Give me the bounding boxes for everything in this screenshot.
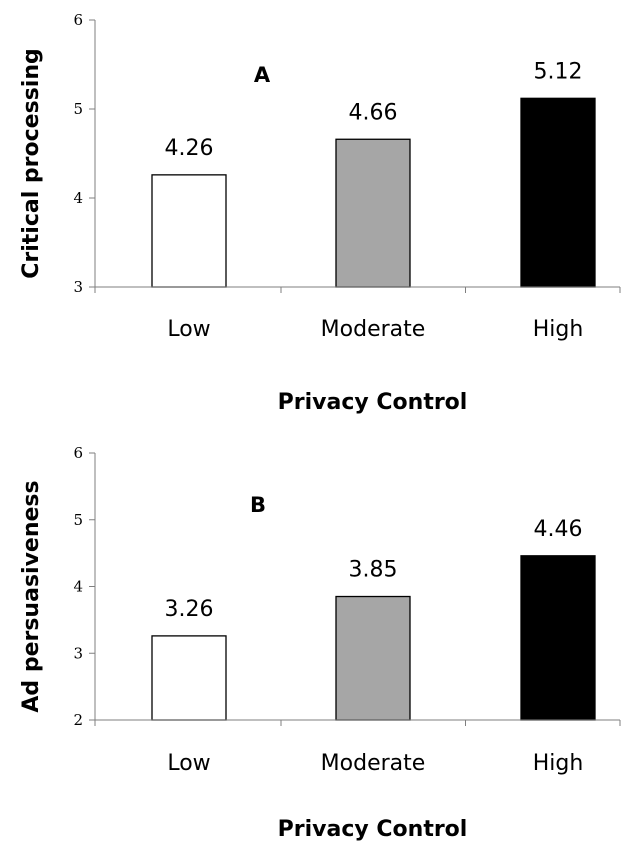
y-tick-label: 6 <box>73 11 83 29</box>
y-tick-label: 4 <box>73 578 83 596</box>
y-tick-label: 6 <box>73 444 83 462</box>
y-tick-label: 5 <box>73 100 83 118</box>
panel-label: B <box>250 493 266 517</box>
x-axis-title: Privacy Control <box>278 390 468 415</box>
x-tick-label-moderate: Moderate <box>321 317 426 342</box>
bar-high <box>520 555 596 721</box>
y-axis-title: Critical processing <box>19 48 44 279</box>
bar-moderate <box>335 138 411 288</box>
x-axis-title: Privacy Control <box>278 817 468 842</box>
bar-low <box>151 635 227 721</box>
data-label-moderate: 4.66 <box>349 100 398 125</box>
y-tick-label: 4 <box>73 189 83 207</box>
bar-moderate <box>335 595 411 721</box>
bar-high <box>520 97 596 288</box>
y-tick-label: 2 <box>73 711 83 729</box>
panel-label: A <box>254 63 271 87</box>
data-label-low: 3.26 <box>165 597 214 622</box>
y-tick-label: 3 <box>73 278 83 296</box>
x-tick-label-moderate: Moderate <box>321 751 426 776</box>
y-tick-label: 5 <box>73 511 83 529</box>
x-tick-label-high: High <box>533 751 584 776</box>
data-label-low: 4.26 <box>165 136 214 161</box>
data-label-moderate: 3.85 <box>349 558 398 583</box>
bar-low <box>151 174 227 288</box>
x-tick-label-low: Low <box>167 317 210 342</box>
x-tick-label-low: Low <box>167 751 210 776</box>
data-label-high: 4.46 <box>534 517 583 542</box>
data-label-high: 5.12 <box>534 59 583 84</box>
y-axis-title: Ad persuasiveness <box>19 480 44 712</box>
x-tick-label-high: High <box>533 317 584 342</box>
y-tick-label: 3 <box>73 644 83 662</box>
